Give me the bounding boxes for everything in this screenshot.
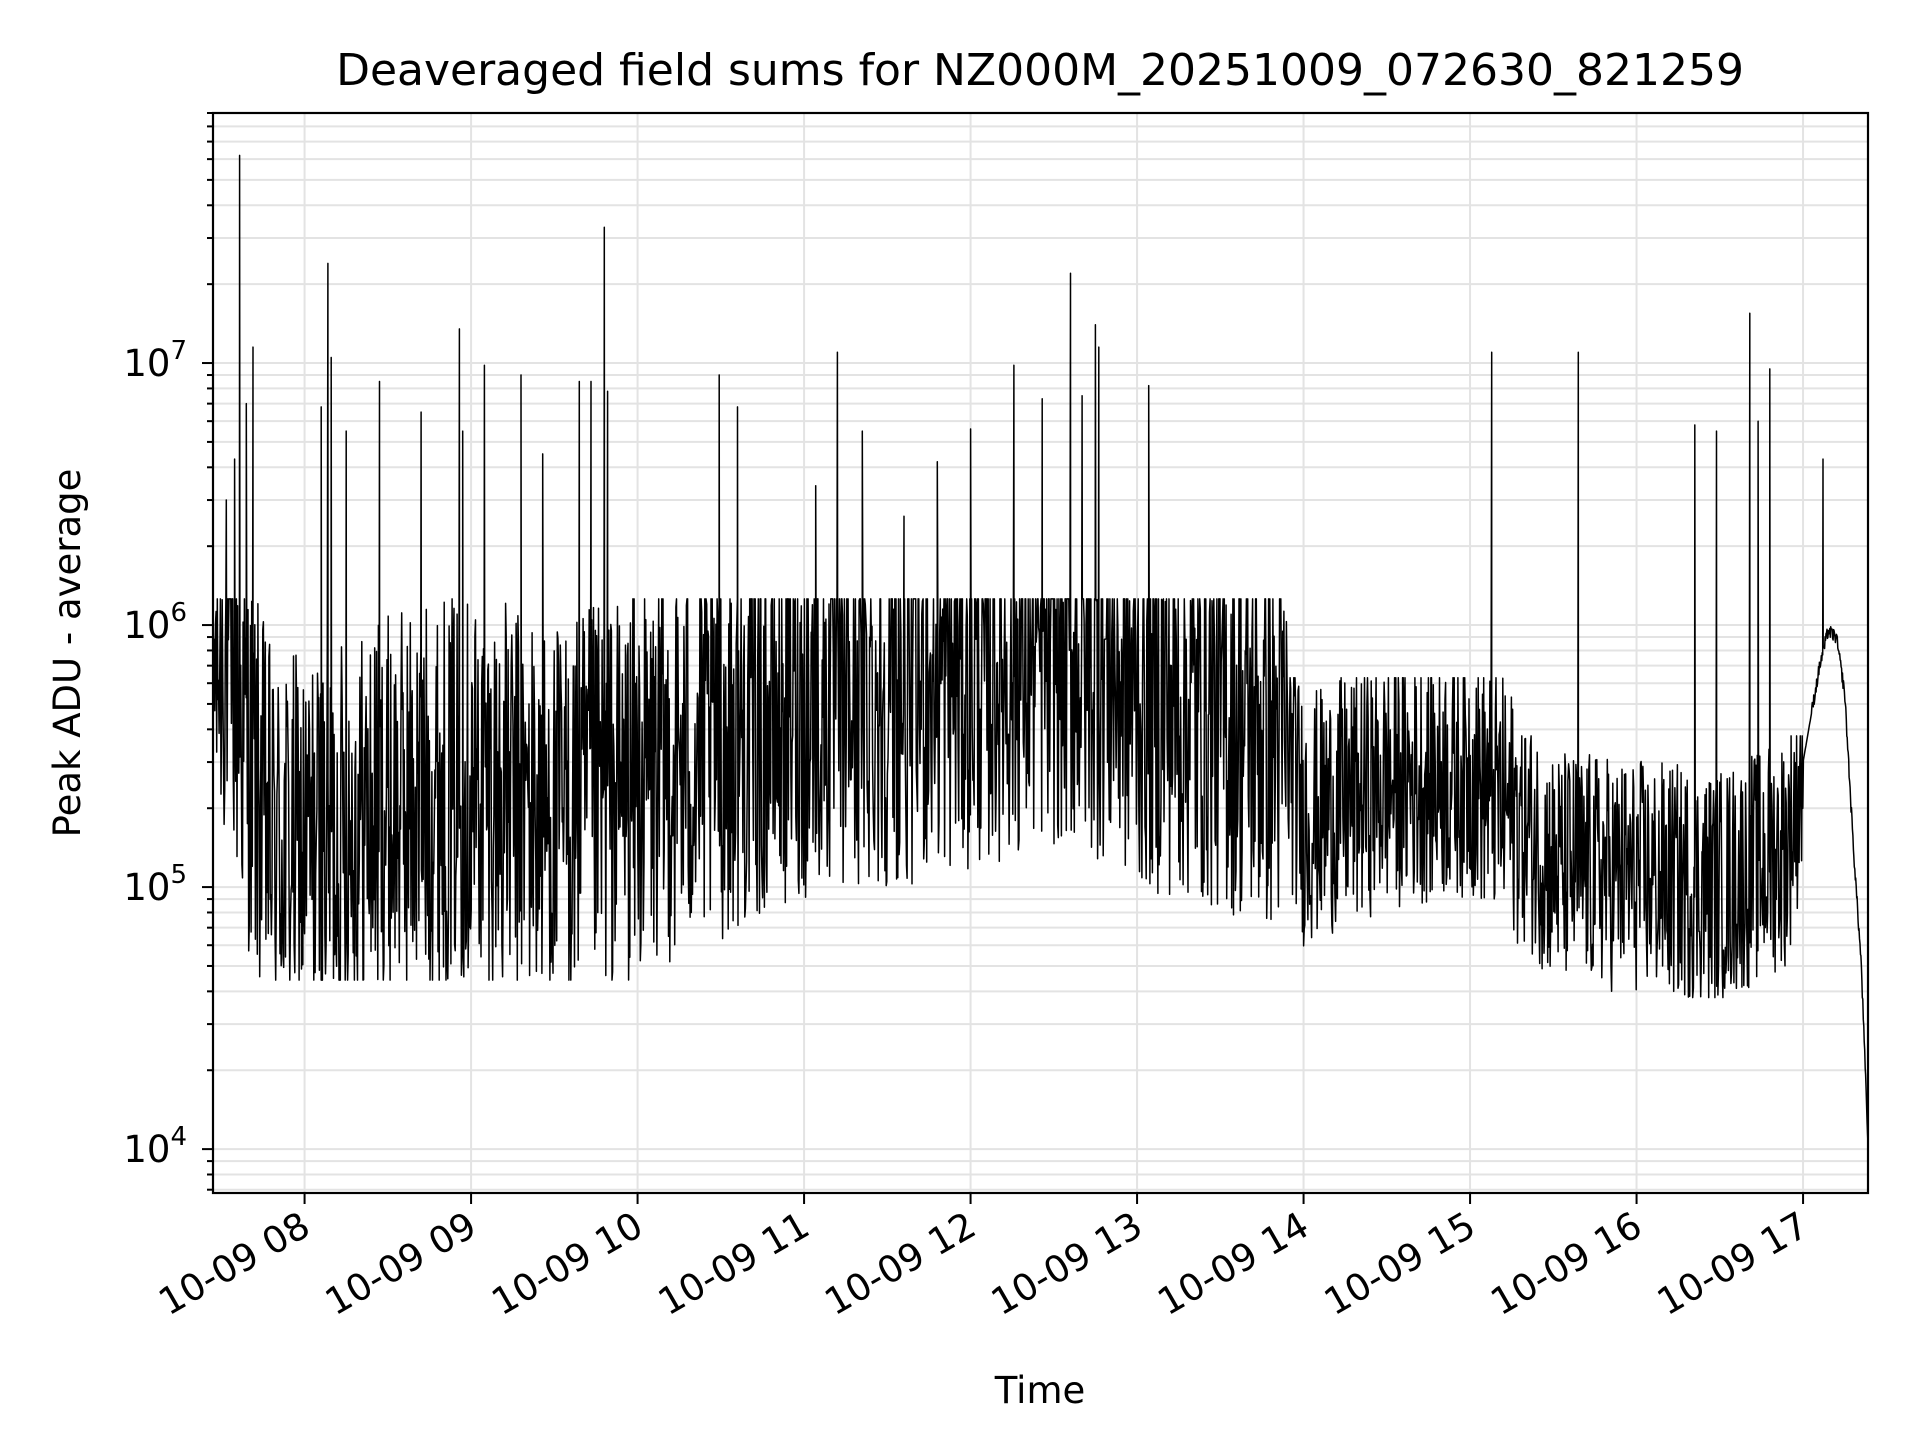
y-tick-label-exponent: 4 bbox=[170, 1122, 187, 1152]
y-tick-label-base: 10 bbox=[123, 1128, 170, 1171]
series-area bbox=[212, 154, 1869, 1144]
y-tick-label: 104 bbox=[123, 1122, 187, 1171]
y-tick-label-base: 10 bbox=[123, 604, 170, 647]
x-axis-label: Time bbox=[994, 1369, 1086, 1412]
y-tick-label-exponent: 6 bbox=[170, 598, 187, 628]
y-tick-label-exponent: 7 bbox=[170, 336, 187, 366]
y-tick-label-base: 10 bbox=[123, 866, 170, 909]
series-line bbox=[212, 154, 1869, 1144]
y-tick-label: 106 bbox=[123, 598, 187, 647]
chart-title: Deaveraged field sums for NZ000M_2025100… bbox=[336, 45, 1744, 96]
y-tick-label: 105 bbox=[123, 860, 187, 909]
y-tick-label-base: 10 bbox=[123, 342, 170, 385]
y-tick-label-exponent: 5 bbox=[170, 860, 187, 890]
y-tick-label: 107 bbox=[123, 336, 187, 385]
plot-frame bbox=[211, 111, 1870, 1195]
y-axis-label: Peak ADU - average bbox=[46, 469, 89, 838]
